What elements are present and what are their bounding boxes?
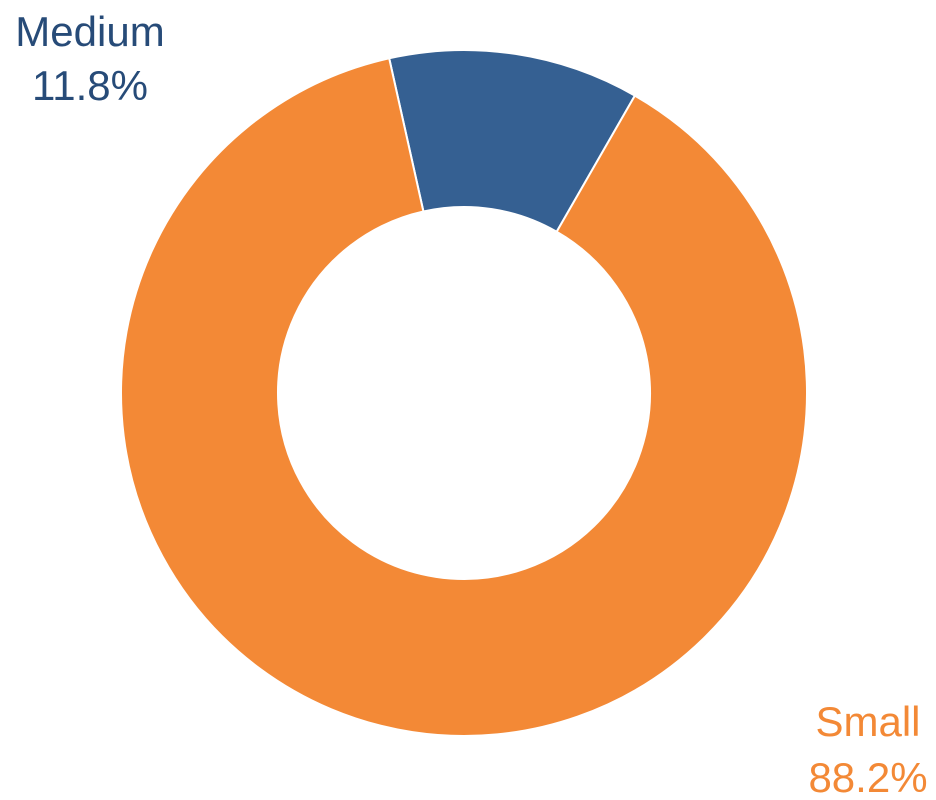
slice-label-small: Small 88.2% xyxy=(808,698,927,800)
slice-label-medium: Medium 11.8% xyxy=(15,8,164,109)
slice-label-small-name: Small xyxy=(815,698,920,745)
donut-slices xyxy=(120,49,808,737)
slice-label-medium-value: 11.8% xyxy=(32,62,148,109)
slice-label-small-value: 88.2% xyxy=(808,754,927,800)
slice-label-medium-name: Medium xyxy=(15,8,164,55)
donut-slice-small xyxy=(120,57,808,737)
